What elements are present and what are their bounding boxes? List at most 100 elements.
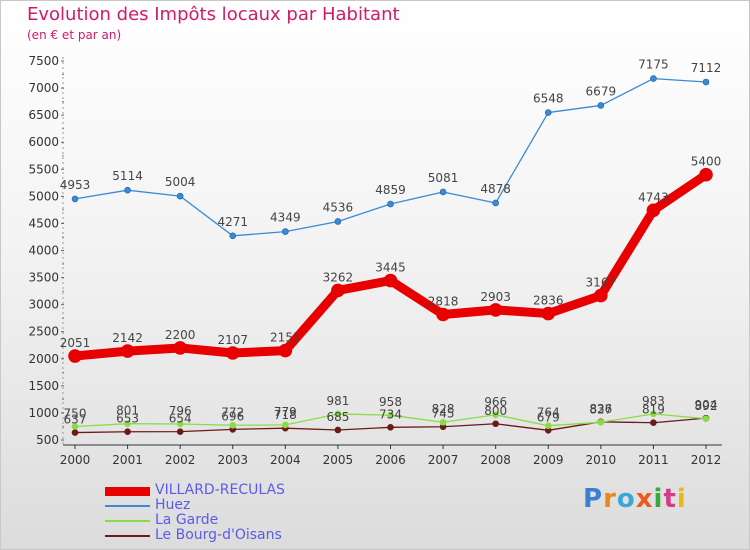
data-label-villard-reculas: 3167 [586,276,617,290]
proxiti-logo: Proxiti [583,484,687,514]
data-point-la-garde [334,410,342,418]
data-label-villard-reculas: 2836 [533,294,564,308]
data-label-villard-reculas: 5400 [691,155,722,169]
data-point-le-bourg-d-oisans [124,428,131,436]
y-tick-label: 5500 [28,162,59,176]
data-point-villard-reculas [68,349,82,363]
data-label-huez: 4536 [323,200,354,214]
data-labels-le-bourg-d-oisans: 637 653 654 696 718 685 734 745 800 679 836 819 904 [64,398,718,426]
data-label-huez: 5114 [112,169,143,183]
data-point-villard-reculas [173,341,187,355]
data-point-la-garde [282,421,289,429]
chart-axes: 500 1000 1500 2000 2500 3000 3500 4000 4500 5000 5… [28,54,722,467]
x-tick-label: 2000 [60,453,91,467]
data-labels-villard-reculas: 2051 2142 2200 2107 2151 3262 3445 2818 2903 2836… [60,155,722,350]
logo-letter: i [676,484,687,514]
logo-letter: t [663,484,677,514]
legend-label-la-garde: La Garde [155,512,219,528]
data-point-huez [229,232,237,240]
data-point-le-bourg-d-oisans [71,429,79,436]
data-point-villard-reculas [699,167,713,182]
data-label-la-garde: 966 [484,395,507,409]
legend-label-le-bourg-d-oisans: Le Bourg-d'Oisans [155,527,282,543]
data-label-la-garde: 827 [589,402,612,416]
data-labels-la-garde: 750 801 796 772 779 981 958 828 966 764 827 983 892 [64,394,718,421]
data-label-le-bourg-d-oisans: 654 [169,412,192,426]
y-tick-label: 7000 [28,81,59,95]
data-point-huez [124,186,131,194]
data-label-huez: 7175 [638,58,669,72]
data-point-le-bourg-d-oisans [176,428,184,435]
y-tick-label: 1500 [28,379,59,393]
data-point-villard-reculas [225,346,240,360]
data-label-villard-reculas: 2142 [112,331,143,345]
x-tick-label: 2010 [586,453,617,467]
data-label-le-bourg-d-oisans: 800 [484,404,507,418]
legend-swatch-le-bourg-d-oisans [105,535,150,537]
logo-letter: i [653,484,664,514]
data-label-la-garde: 764 [537,406,560,420]
data-point-la-garde [492,411,499,419]
series-la-garde [71,410,710,430]
data-point-villard-reculas [646,203,661,218]
data-label-huez: 4953 [60,178,91,192]
data-point-villard-reculas [120,344,135,358]
y-tick-label: 2000 [28,352,59,366]
data-label-le-bourg-d-oisans: 685 [326,410,349,424]
data-label-le-bourg-d-oisans: 696 [221,409,244,423]
data-point-la-garde [544,422,552,430]
data-label-le-bourg-d-oisans: 745 [432,407,455,421]
data-label-le-bourg-d-oisans: 836 [589,402,612,416]
data-point-huez [71,195,79,203]
y-tick-label: 6500 [28,108,59,122]
data-point-villard-reculas [488,303,503,317]
data-point-huez [176,192,184,200]
y-tick-label: 3000 [28,298,59,312]
data-point-huez [650,75,657,82]
logo-letter: o [616,484,636,514]
x-tick-label: 2005 [323,453,354,467]
series-line-huez [74,77,707,237]
data-label-le-bourg-d-oisans: 819 [642,403,665,417]
data-point-la-garde [650,410,657,418]
data-point-huez [492,199,499,207]
data-labels-huez: 4953 5114 5004 4271 4349 4536 4859 5081 4878 6548… [60,58,722,229]
data-label-huez: 4878 [480,182,511,196]
data-label-la-garde: 796 [169,404,192,418]
y-tick-label: 2500 [28,325,59,339]
legend-label-villard-reculas: VILLARD-RECULAS [155,482,285,498]
data-point-la-garde [597,418,605,426]
data-label-villard-reculas: 2107 [217,333,248,347]
data-label-huez: 4859 [375,183,406,197]
data-label-la-garde: 958 [379,395,402,409]
legend-swatch-huez [105,505,150,507]
series-huez [71,75,710,240]
data-label-villard-reculas: 2200 [165,328,196,342]
data-label-villard-reculas: 2151 [270,331,301,345]
data-point-huez [439,188,447,196]
data-point-huez [544,109,552,116]
data-point-huez [702,78,710,86]
data-label-le-bourg-d-oisans: 679 [537,410,560,424]
data-label-villard-reculas: 3262 [323,270,354,284]
data-point-la-garde [229,421,237,429]
data-label-villard-reculas: 3445 [375,261,406,275]
data-label-villard-reculas: 2818 [428,294,459,308]
data-point-le-bourg-d-oisans [650,419,657,427]
y-tick-label: 3500 [28,271,59,285]
data-label-la-garde: 779 [274,405,297,419]
series-villard-reculas [68,167,713,363]
data-point-villard-reculas [436,307,450,322]
data-point-villard-reculas [331,283,345,298]
data-label-huez: 5004 [165,175,196,189]
y-tick-label: 4000 [28,244,59,258]
logo-letter: P [583,484,604,514]
data-label-huez: 4349 [270,211,301,225]
data-point-villard-reculas [541,306,556,321]
data-label-huez: 5081 [428,171,459,185]
x-tick-label: 2004 [270,453,301,467]
data-label-la-garde: 981 [326,394,349,408]
data-point-villard-reculas [383,273,398,288]
